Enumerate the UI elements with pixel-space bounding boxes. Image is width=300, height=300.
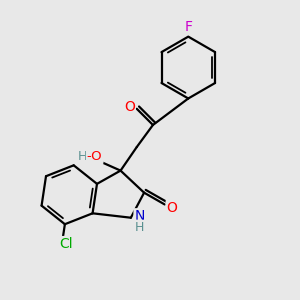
Text: -O: -O [87, 150, 103, 163]
Text: O: O [167, 201, 178, 215]
Text: Cl: Cl [59, 237, 73, 251]
Text: H: H [78, 150, 88, 163]
Text: N: N [134, 209, 145, 223]
Text: F: F [184, 20, 192, 34]
Text: O: O [124, 100, 135, 114]
Text: H: H [135, 220, 144, 234]
